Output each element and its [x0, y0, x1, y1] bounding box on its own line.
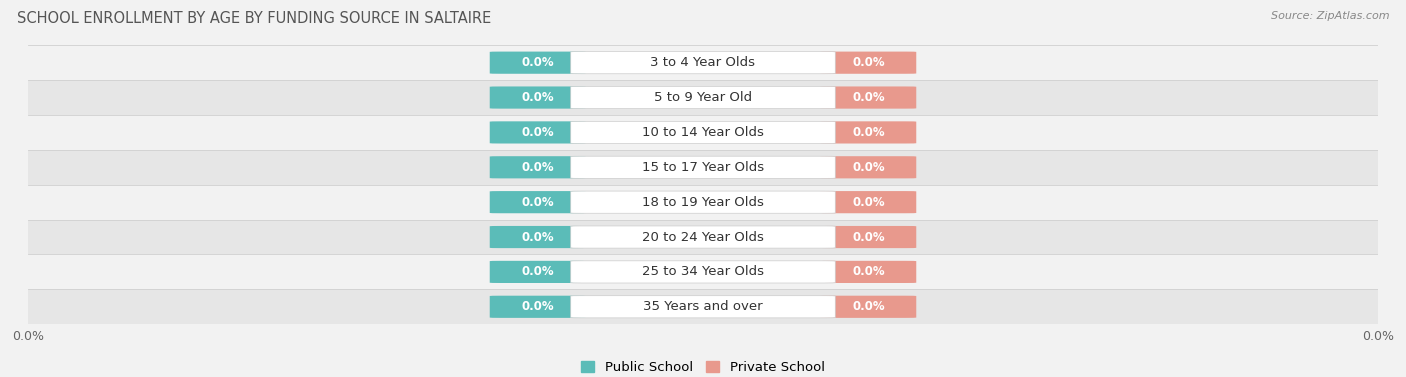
FancyBboxPatch shape — [821, 86, 917, 109]
FancyBboxPatch shape — [571, 52, 835, 74]
Text: 25 to 34 Year Olds: 25 to 34 Year Olds — [643, 265, 763, 278]
FancyBboxPatch shape — [821, 296, 917, 318]
Bar — [28, 219, 1378, 254]
FancyBboxPatch shape — [821, 226, 917, 248]
Bar — [28, 185, 1378, 219]
FancyBboxPatch shape — [821, 52, 917, 74]
Text: 0.0%: 0.0% — [852, 300, 884, 313]
FancyBboxPatch shape — [489, 86, 585, 109]
FancyBboxPatch shape — [571, 156, 835, 178]
FancyBboxPatch shape — [489, 191, 585, 213]
FancyBboxPatch shape — [571, 261, 835, 283]
FancyBboxPatch shape — [489, 121, 585, 144]
Text: 35 Years and over: 35 Years and over — [643, 300, 763, 313]
FancyBboxPatch shape — [489, 226, 585, 248]
Bar — [28, 45, 1378, 80]
Text: 0.0%: 0.0% — [852, 56, 884, 69]
Text: 0.0%: 0.0% — [522, 126, 554, 139]
Text: 0.0%: 0.0% — [522, 300, 554, 313]
FancyBboxPatch shape — [571, 296, 835, 318]
Text: 0.0%: 0.0% — [852, 265, 884, 278]
Text: 0.0%: 0.0% — [522, 161, 554, 174]
FancyBboxPatch shape — [821, 191, 917, 213]
Text: Source: ZipAtlas.com: Source: ZipAtlas.com — [1271, 11, 1389, 21]
Text: 0.0%: 0.0% — [522, 91, 554, 104]
Text: 0.0%: 0.0% — [522, 231, 554, 244]
Text: 0.0%: 0.0% — [852, 231, 884, 244]
Text: 0.0%: 0.0% — [522, 56, 554, 69]
FancyBboxPatch shape — [489, 156, 585, 178]
FancyBboxPatch shape — [821, 121, 917, 144]
FancyBboxPatch shape — [821, 261, 917, 283]
Bar — [28, 80, 1378, 115]
Text: 15 to 17 Year Olds: 15 to 17 Year Olds — [643, 161, 763, 174]
Text: 0.0%: 0.0% — [522, 265, 554, 278]
Text: 20 to 24 Year Olds: 20 to 24 Year Olds — [643, 231, 763, 244]
Bar — [28, 289, 1378, 324]
Text: 3 to 4 Year Olds: 3 to 4 Year Olds — [651, 56, 755, 69]
Text: 18 to 19 Year Olds: 18 to 19 Year Olds — [643, 196, 763, 208]
Text: 0.0%: 0.0% — [852, 91, 884, 104]
Text: 0.0%: 0.0% — [852, 196, 884, 208]
FancyBboxPatch shape — [571, 121, 835, 144]
Text: 0.0%: 0.0% — [522, 196, 554, 208]
Text: SCHOOL ENROLLMENT BY AGE BY FUNDING SOURCE IN SALTAIRE: SCHOOL ENROLLMENT BY AGE BY FUNDING SOUR… — [17, 11, 491, 26]
FancyBboxPatch shape — [571, 191, 835, 213]
FancyBboxPatch shape — [571, 86, 835, 109]
Bar — [28, 254, 1378, 290]
Text: 10 to 14 Year Olds: 10 to 14 Year Olds — [643, 126, 763, 139]
FancyBboxPatch shape — [489, 52, 585, 74]
Bar — [28, 115, 1378, 150]
Legend: Public School, Private School: Public School, Private School — [576, 356, 830, 377]
FancyBboxPatch shape — [489, 296, 585, 318]
Text: 0.0%: 0.0% — [852, 161, 884, 174]
FancyBboxPatch shape — [571, 226, 835, 248]
FancyBboxPatch shape — [821, 156, 917, 178]
Text: 5 to 9 Year Old: 5 to 9 Year Old — [654, 91, 752, 104]
FancyBboxPatch shape — [489, 261, 585, 283]
Bar — [28, 150, 1378, 185]
Text: 0.0%: 0.0% — [852, 126, 884, 139]
